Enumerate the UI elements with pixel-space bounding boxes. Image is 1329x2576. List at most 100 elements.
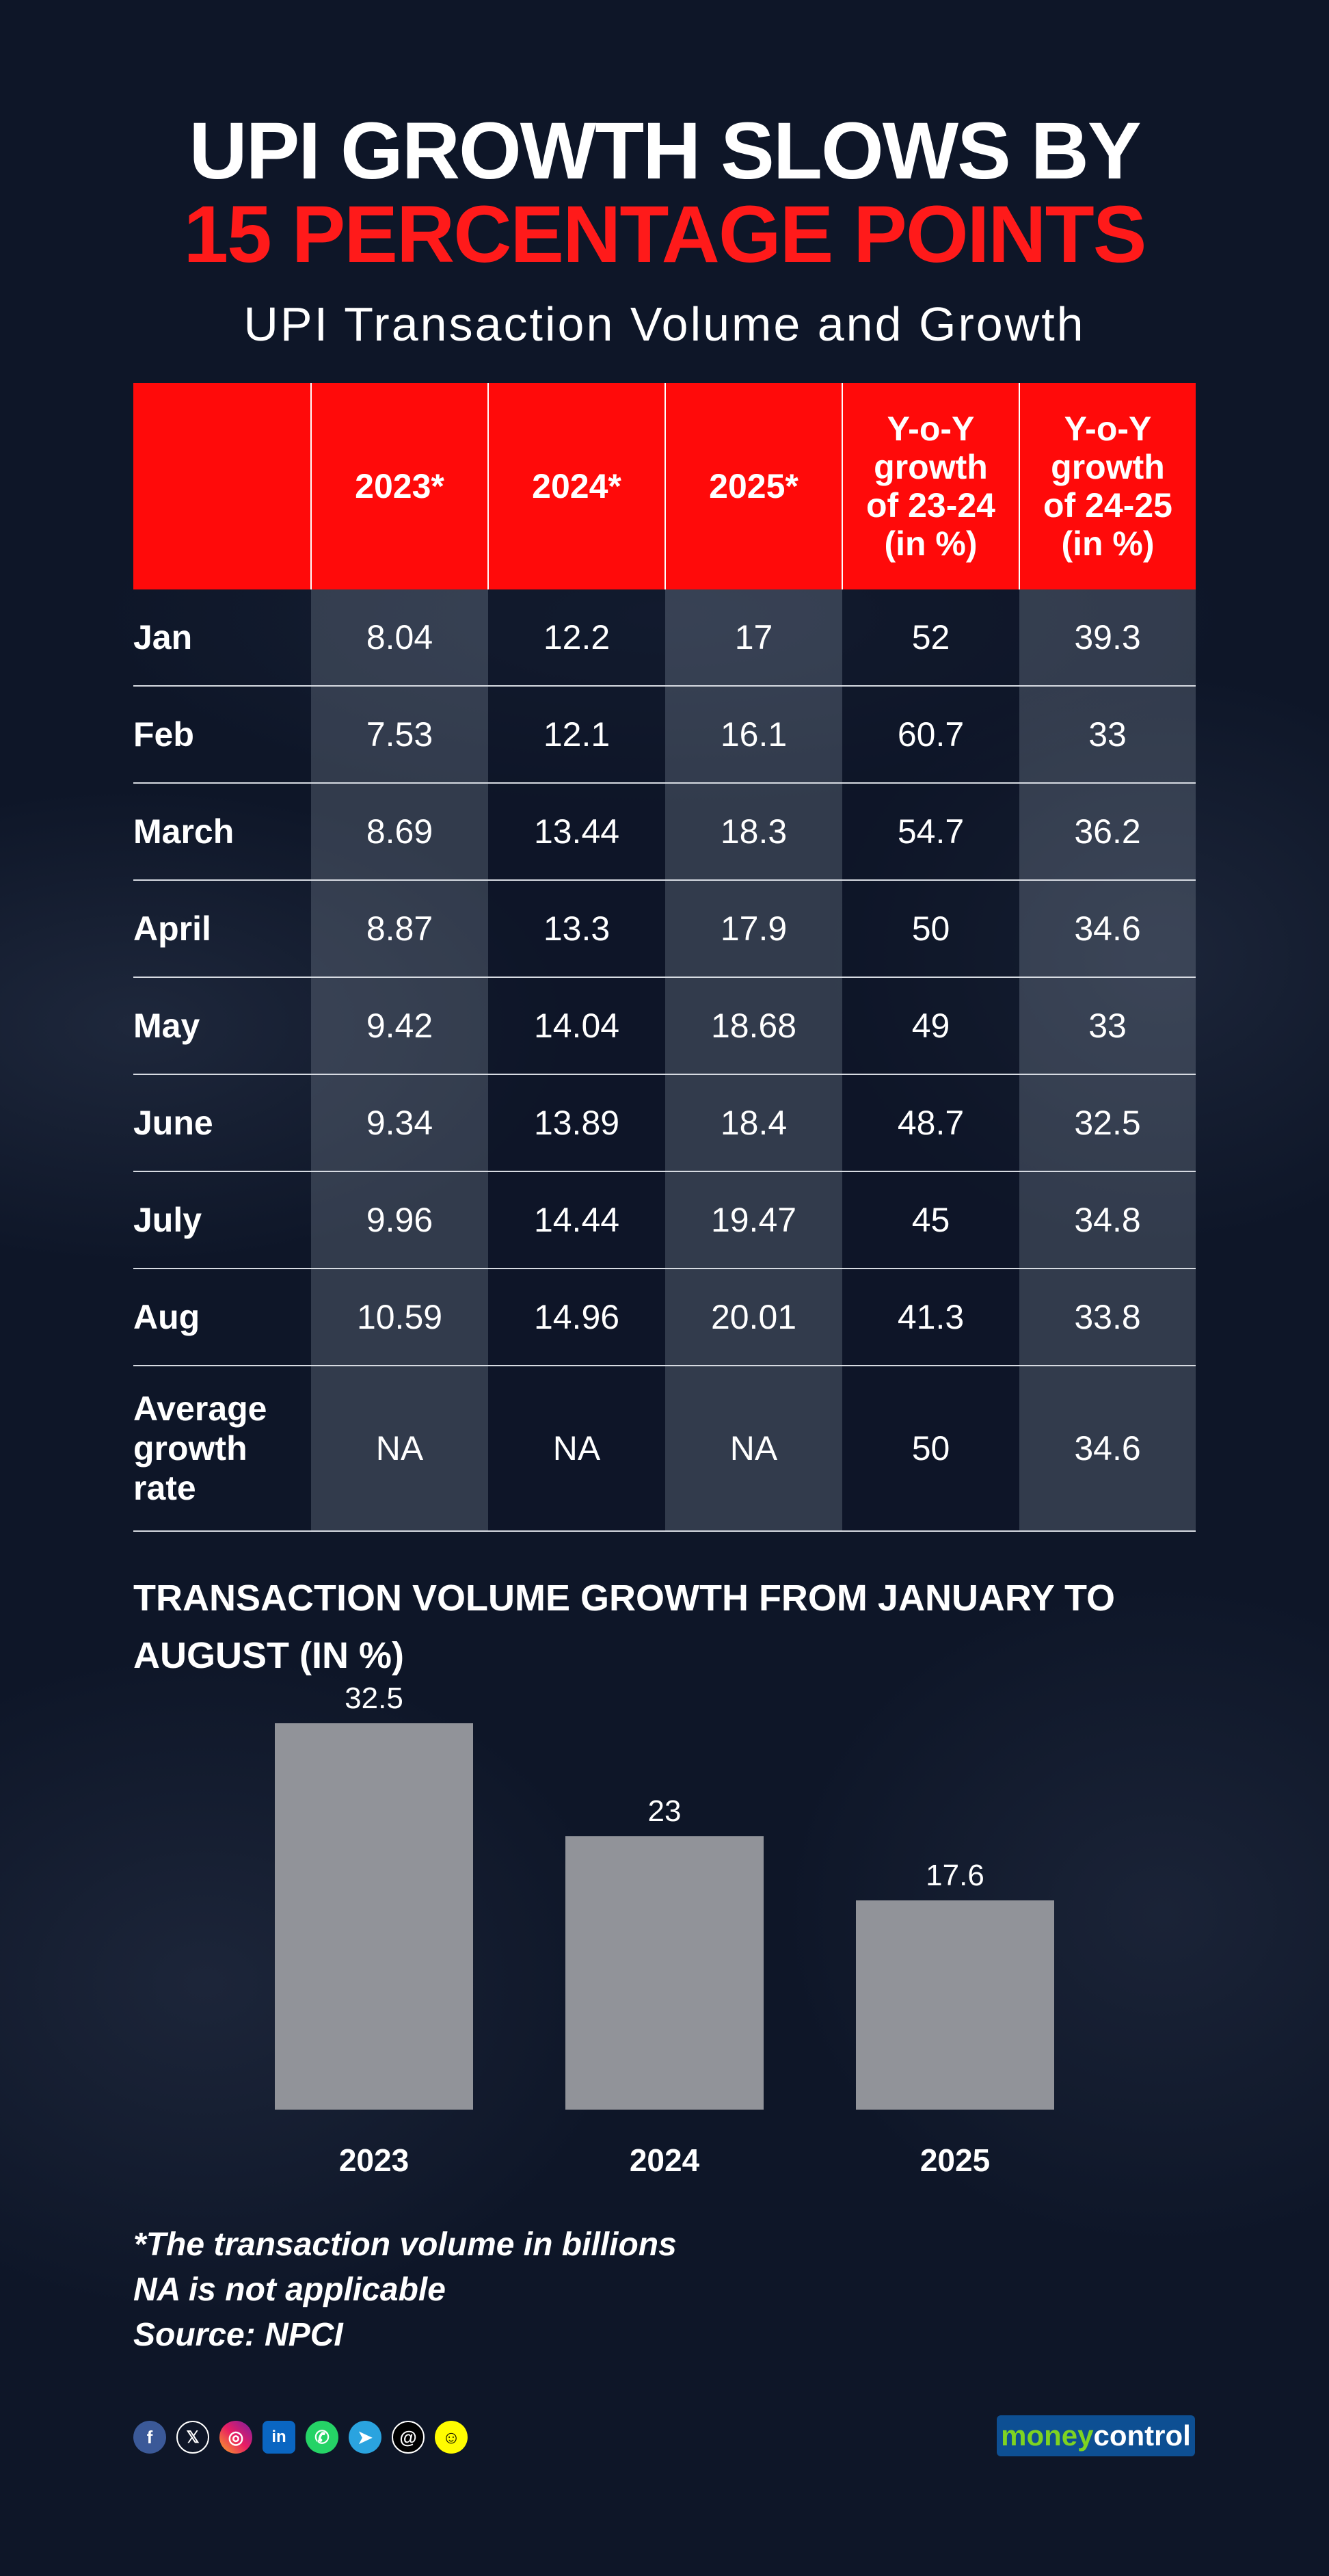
title-line-1: UPI GROWTH SLOWS BY [189, 106, 1141, 196]
row-label: Feb [133, 686, 311, 784]
table-cell: 8.87 [311, 880, 488, 978]
table-cell: 41.3 [842, 1269, 1019, 1366]
table-cell: 33 [1019, 686, 1196, 784]
table-row: April 8.87 13.3 17.9 50 34.6 [133, 880, 1196, 978]
table-cell: 13.44 [488, 783, 665, 881]
table-header-row: 2023* 2024* 2025* Y-o-Y growth of 23-24 … [133, 383, 1196, 589]
table-row-average: Average growth rate NA NA NA 50 34.6 [133, 1366, 1196, 1532]
bar-chart: 32.5 2023 23 2024 17.6 2025 [275, 1682, 1054, 2178]
table-row: Jan 8.04 12.2 17 52 39.3 [133, 589, 1196, 687]
row-label: Average growth rate [133, 1366, 311, 1532]
table-cell: 50 [842, 1366, 1019, 1532]
table-cell: 18.3 [665, 783, 842, 881]
data-label: 32.5 [345, 1682, 403, 1715]
row-label: May [133, 977, 311, 1075]
row-label: July [133, 1171, 311, 1269]
table-cell: 14.44 [488, 1171, 665, 1269]
facebook-icon[interactable]: f [133, 2421, 166, 2454]
table-cell: 14.04 [488, 977, 665, 1075]
social-icons: f 𝕏 ◎ in ✆ ➤ @ ☺ [133, 2421, 468, 2454]
subtitle: UPI Transaction Volume and Growth [243, 297, 1086, 351]
table-cell: 17 [665, 589, 842, 687]
data-label: 23 [648, 1794, 682, 1828]
table-cell: 14.96 [488, 1269, 665, 1366]
table-row: Feb 7.53 12.1 16.1 60.7 33 [133, 686, 1196, 784]
snapchat-icon[interactable]: ☺ [435, 2421, 468, 2454]
table-cell: 13.3 [488, 880, 665, 978]
table-cell: 33 [1019, 977, 1196, 1075]
table-cell: 16.1 [665, 686, 842, 784]
table-cell: NA [311, 1366, 488, 1532]
row-label: April [133, 880, 311, 978]
telegram-icon[interactable]: ➤ [349, 2421, 381, 2454]
logo-text-money: money [1001, 2419, 1094, 2452]
table-cell: 50 [842, 880, 1019, 978]
data-table: 2023* 2024* 2025* Y-o-Y growth of 23-24 … [133, 383, 1196, 1532]
header-cell: 2025* [664, 383, 842, 589]
bar-2024 [565, 1836, 764, 2110]
table-cell: 49 [842, 977, 1019, 1075]
table-cell: 20.01 [665, 1269, 842, 1366]
table-cell: 34.6 [1019, 1366, 1196, 1532]
footnote-na: NA is not applicable [133, 2272, 446, 2308]
header-cell: 2023* [310, 383, 488, 589]
header-cell: 2024* [487, 383, 665, 589]
table-cell: 12.2 [488, 589, 665, 687]
table-cell: 48.7 [842, 1074, 1019, 1172]
table-row: Aug 10.59 14.96 20.01 41.3 33.8 [133, 1269, 1196, 1366]
row-label: Aug [133, 1269, 311, 1366]
header-cell [133, 383, 311, 589]
instagram-icon[interactable]: ◎ [219, 2421, 252, 2454]
table-row: May 9.42 14.04 18.68 49 33 [133, 977, 1196, 1075]
category-label: 2025 [920, 2142, 990, 2178]
category-label: 2023 [339, 2142, 409, 2178]
table-cell: 60.7 [842, 686, 1019, 784]
x-icon[interactable]: 𝕏 [176, 2421, 209, 2454]
table-cell: 8.04 [311, 589, 488, 687]
table-cell: 18.68 [665, 977, 842, 1075]
table-cell: 13.89 [488, 1074, 665, 1172]
category-label: 2024 [630, 2142, 700, 2178]
threads-icon[interactable]: @ [392, 2421, 425, 2454]
table-cell: 9.34 [311, 1074, 488, 1172]
table-cell: 7.53 [311, 686, 488, 784]
header-cell: Y-o-Y growth of 23-24 (in %) [842, 383, 1019, 589]
table-cell: 36.2 [1019, 783, 1196, 881]
title-line-2: 15 PERCENTAGE POINTS [183, 189, 1147, 280]
moneycontrol-logo[interactable]: money control [997, 2415, 1195, 2456]
row-label: March [133, 783, 311, 881]
table-cell: 34.6 [1019, 880, 1196, 978]
table-row: June 9.34 13.89 18.4 48.7 32.5 [133, 1074, 1196, 1172]
table-row: July 9.96 14.44 19.47 45 34.8 [133, 1171, 1196, 1269]
table-cell: 17.9 [665, 880, 842, 978]
whatsapp-icon[interactable]: ✆ [306, 2421, 338, 2454]
table-cell: 32.5 [1019, 1074, 1196, 1172]
table-cell: 9.96 [311, 1171, 488, 1269]
table-cell: NA [488, 1366, 665, 1532]
header: UPI GROWTH SLOWS BY 15 PERCENTAGE POINTS… [0, 109, 1329, 353]
table-cell: 54.7 [842, 783, 1019, 881]
table-cell: 9.42 [311, 977, 488, 1075]
bar-2025 [856, 1900, 1054, 2110]
bar-2023 [275, 1723, 473, 2110]
table-cell: 52 [842, 589, 1019, 687]
logo-text-control: control [1093, 2419, 1191, 2452]
table-cell: 45 [842, 1171, 1019, 1269]
footnote-source: Source: NPCI [133, 2317, 343, 2353]
table-cell: NA [665, 1366, 842, 1532]
table-row: March 8.69 13.44 18.3 54.7 36.2 [133, 783, 1196, 881]
linkedin-icon[interactable]: in [263, 2421, 295, 2454]
table-cell: 34.8 [1019, 1171, 1196, 1269]
table-cell: 18.4 [665, 1074, 842, 1172]
row-label: Jan [133, 589, 311, 687]
chart-title: TRANSACTION VOLUME GROWTH FROM JANUARY T… [133, 1578, 1115, 1676]
table-cell: 8.69 [311, 783, 488, 881]
footnotes: *The transaction volume in billions NA i… [133, 2222, 677, 2358]
table-cell: 33.8 [1019, 1269, 1196, 1366]
row-label: June [133, 1074, 311, 1172]
table-cell: 39.3 [1019, 589, 1196, 687]
table-cell: 19.47 [665, 1171, 842, 1269]
data-label: 17.6 [926, 1859, 984, 1892]
table-cell: 12.1 [488, 686, 665, 784]
header-cell: Y-o-Y growth of 24-25 (in %) [1019, 383, 1196, 589]
